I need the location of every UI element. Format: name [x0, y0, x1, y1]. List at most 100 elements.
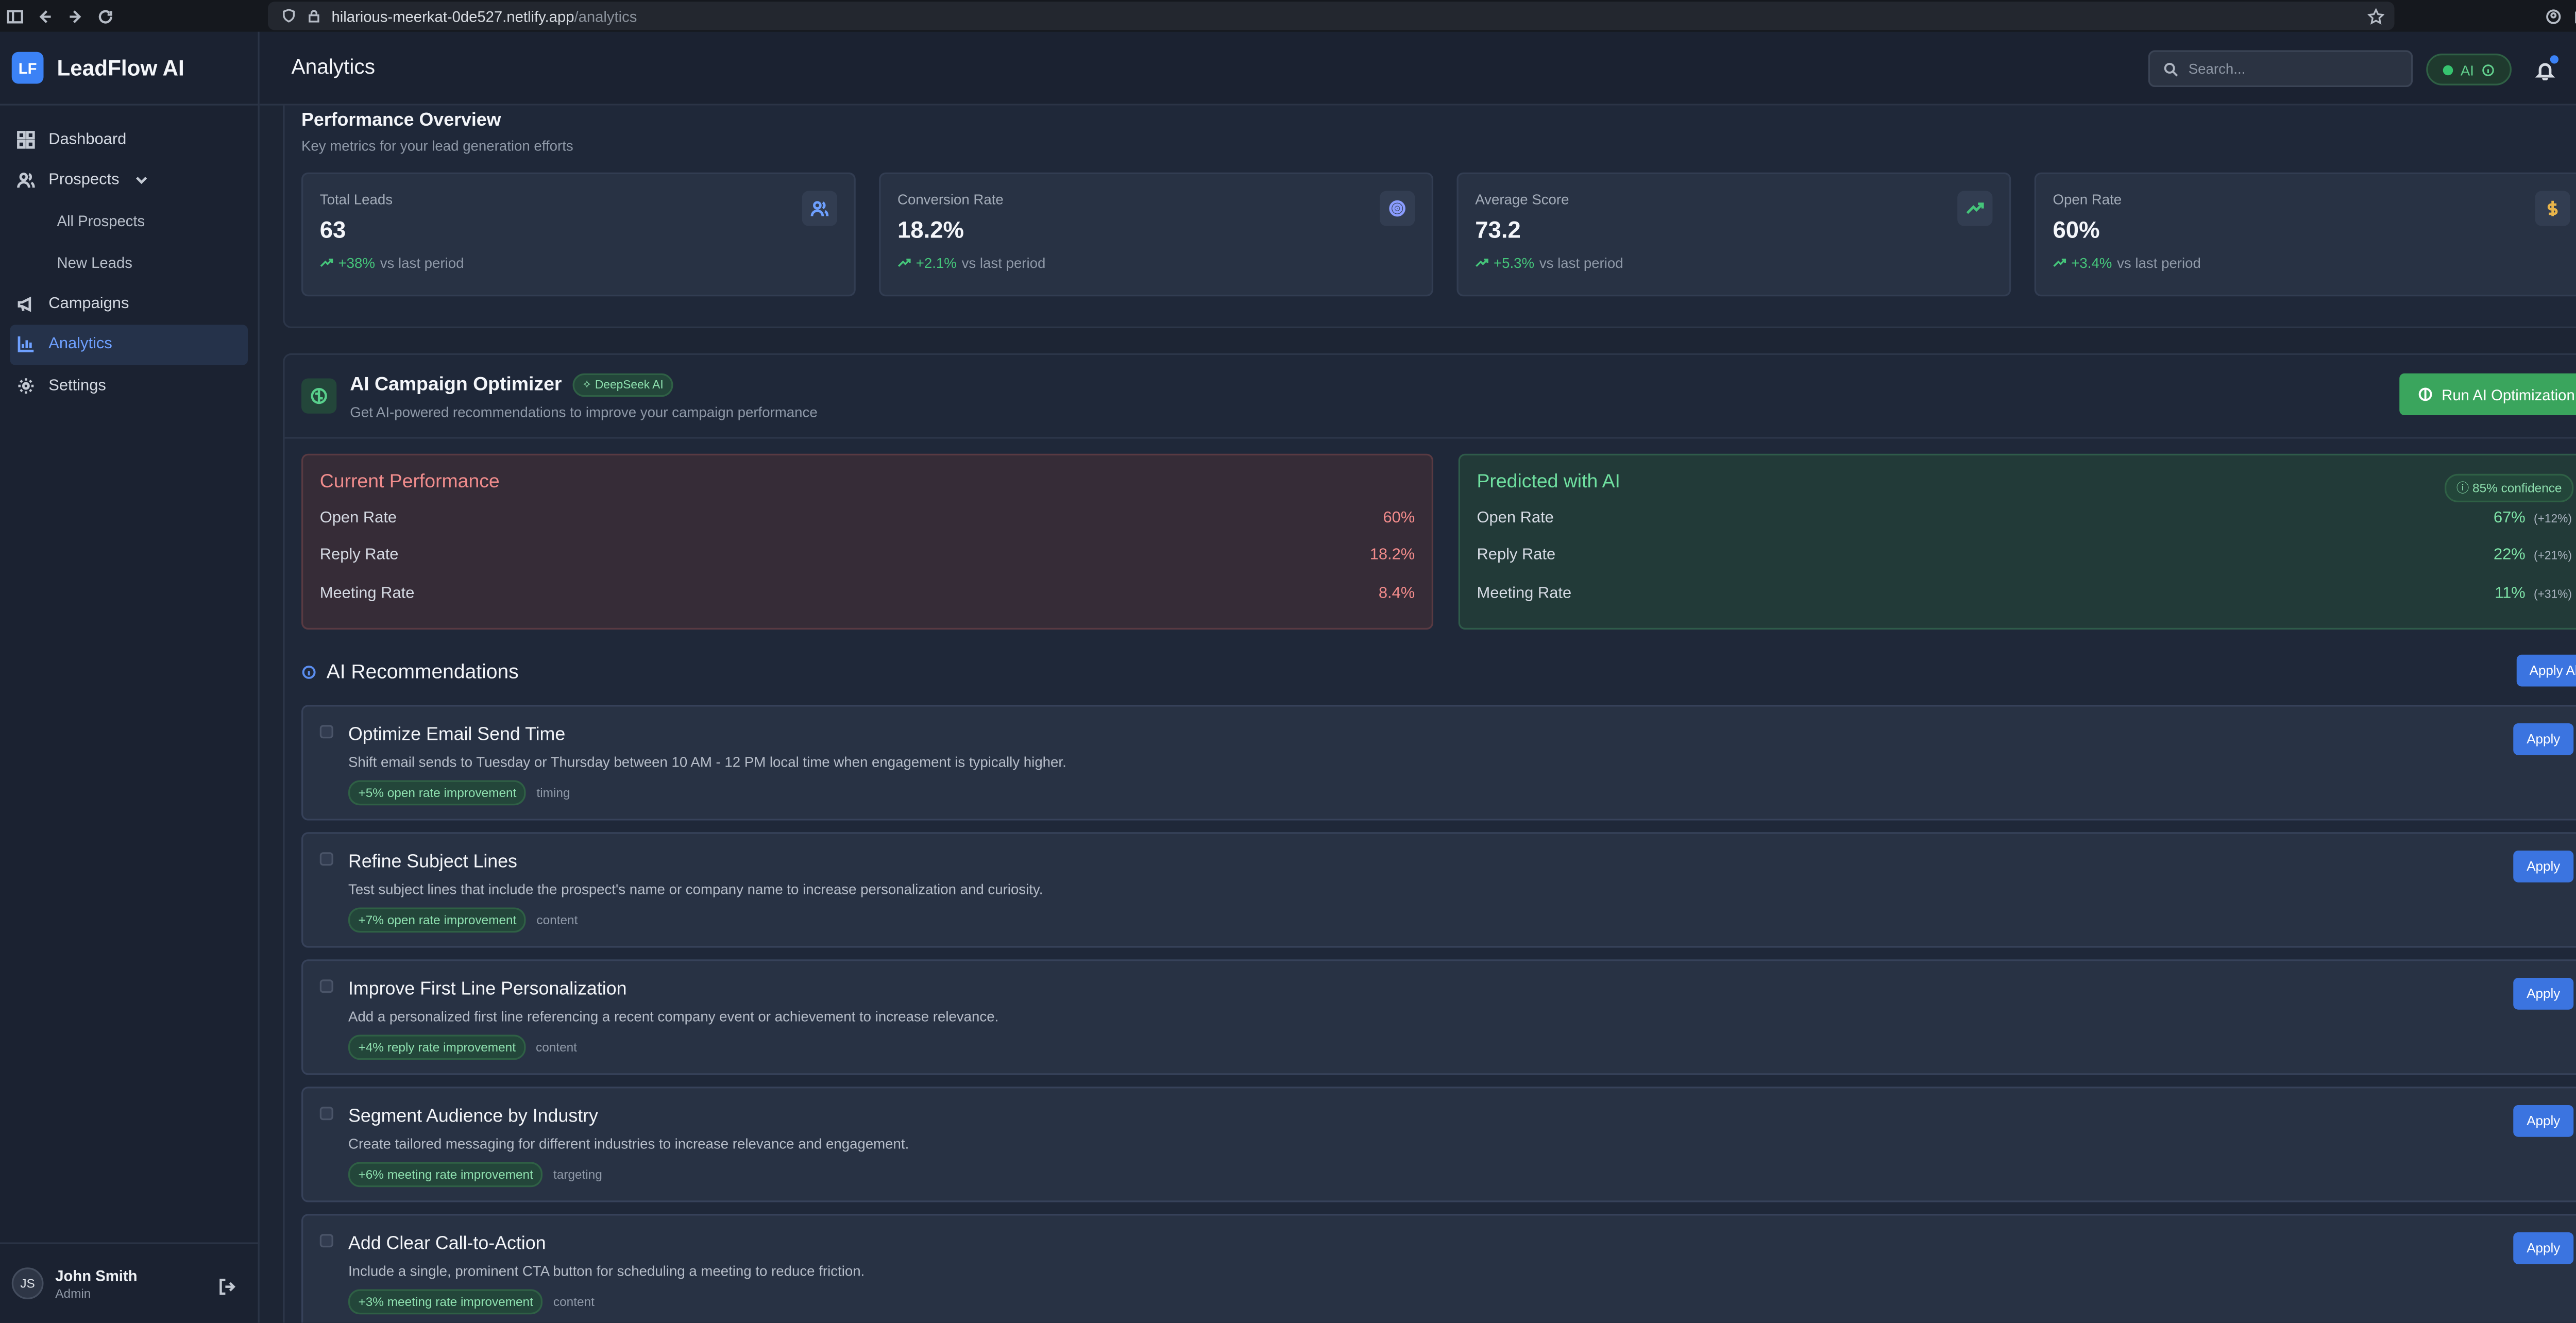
grid-icon [17, 130, 35, 148]
trending-up-icon [897, 259, 911, 267]
back-icon[interactable] [30, 0, 61, 32]
section-title: Performance Overview [301, 110, 501, 131]
sidebar-item-label: Campaigns [48, 294, 129, 313]
target-icon [1380, 191, 1415, 226]
forward-icon[interactable] [60, 0, 91, 32]
notification-bell-icon[interactable] [2535, 55, 2558, 81]
stat-card-conversion-rate: Conversion Rate 18.2% +2.1% vs last peri… [879, 172, 1433, 297]
metric-value: 8.4% [1378, 583, 1415, 602]
top-bar: Analytics Search... AI JS [259, 31, 2576, 106]
sidebar-item-dashboard[interactable]: Dashboard [10, 119, 248, 160]
apply-all-button[interactable]: Apply All [2516, 654, 2576, 687]
recommendation-description: Create tailored messaging for different … [348, 1135, 909, 1152]
metric-label: Open Rate [319, 509, 397, 528]
ai-campaign-optimizer-panel: AI Campaign Optimizer ✧ DeepSeek AI Get … [283, 353, 2576, 1323]
stat-trend: +2.1% vs last period [897, 255, 1415, 272]
recommendation-checkbox[interactable] [319, 852, 333, 866]
sidebar-item-label: Dashboard [48, 130, 127, 149]
chevron-down-icon [136, 177, 148, 185]
metric-label: Reply Rate [319, 546, 399, 565]
metric-delta: (+31%) [2534, 588, 2572, 601]
category-label: content [536, 1040, 577, 1055]
recommendation-title: Add Clear Call-to-Action [348, 1234, 546, 1254]
recommendation-tags: +7% open rate improvement content [348, 907, 578, 933]
sidebar-item-all-prospects[interactable]: All Prospects [10, 201, 248, 242]
apply-button[interactable]: Apply [2513, 978, 2574, 1010]
recommendation-checkbox[interactable] [319, 725, 333, 739]
reload-icon[interactable] [91, 0, 121, 32]
impact-badge: +5% open rate improvement [348, 780, 527, 806]
recommendation-checkbox[interactable] [319, 979, 333, 993]
account-icon[interactable] [2545, 8, 2562, 25]
sidebar-item-prospects[interactable]: Prospects [10, 160, 248, 201]
apply-button[interactable]: Apply [2513, 1105, 2574, 1137]
extensions-icon[interactable] [2572, 8, 2576, 25]
metric-label: Meeting Rate [319, 583, 415, 602]
sidebar-item-settings[interactable]: Settings [10, 365, 248, 406]
stat-suffix: vs last period [380, 255, 464, 272]
stat-value: 18.2% [897, 216, 964, 243]
heading-text: AI Recommendations [326, 659, 519, 684]
recommendation-description: Include a single, prominent CTA button f… [348, 1262, 865, 1280]
trending-up-icon [2053, 259, 2066, 267]
recommendation-description: Test subject lines that include the pros… [348, 880, 1043, 898]
card-title: Predicted with AI [1477, 472, 1620, 493]
metric-delta: (+12%) [2534, 514, 2572, 526]
current-performance-card: Current Performance Open Rate 60% Reply R… [301, 453, 1433, 630]
predicted-performance-card: Predicted with AI ⓘ 85% confidence Open … [1458, 453, 2576, 630]
metric-label: Reply Rate [1477, 546, 1556, 565]
brand-name: LeadFlow AI [57, 55, 184, 80]
user-name: John Smith [55, 1266, 138, 1284]
recommendation-card: Add Clear Call-to-Action Include a singl… [301, 1214, 2576, 1323]
stat-card-open-rate: Open Rate 60% +3.4% vs last period [2034, 172, 2576, 297]
apply-button[interactable]: Apply [2513, 851, 2574, 883]
address-bar[interactable]: hilarious-meerkat-0de527.netlify.app/ana… [268, 2, 2395, 30]
gear-icon [18, 378, 34, 394]
metric-row: Meeting Rate 11% (+31%) [1477, 584, 2572, 621]
ai-status-badge[interactable]: AI [2426, 54, 2512, 86]
user-profile[interactable]: JS John Smith Admin [0, 1242, 260, 1323]
url-text: hilarious-meerkat-0de527.netlify.app/ana… [331, 7, 637, 25]
stat-suffix: vs last period [1539, 255, 1623, 272]
recommendation-title: Optimize Email Send Time [348, 725, 566, 745]
metric-row: Reply Rate 22% (+21%) [1477, 546, 2572, 583]
stat-suffix: vs last period [961, 255, 1046, 272]
category-label: timing [536, 785, 570, 801]
impact-badge: +7% open rate improvement [348, 907, 527, 933]
browser-toolbar: hilarious-meerkat-0de527.netlify.app/ana… [0, 0, 2576, 32]
metric-label: Open Rate [1477, 509, 1554, 528]
sidebar-item-new-leads[interactable]: New Leads [10, 242, 248, 283]
sidebar-item-analytics[interactable]: Analytics [10, 324, 248, 365]
info-icon [302, 665, 316, 679]
brain-icon [2419, 387, 2433, 401]
metric-value: 22% [2493, 546, 2526, 565]
stat-trend: +38% vs last period [320, 255, 837, 272]
logout-icon[interactable] [218, 1274, 236, 1295]
impact-badge: +3% meeting rate improvement [348, 1289, 544, 1315]
status-dot [2444, 64, 2454, 75]
sidebar-toggle-icon[interactable] [0, 0, 30, 32]
stat-change: +5.3% [1494, 255, 1535, 272]
run-ai-optimization-button[interactable]: Run AI Optimization [2399, 373, 2576, 415]
metric-value: 18.2% [1369, 546, 1415, 565]
optimizer-title: AI Campaign Optimizer ✧ DeepSeek AI [350, 373, 674, 397]
recommendation-description: Add a personalized first line referencin… [348, 1008, 999, 1025]
apply-button[interactable]: Apply [2513, 723, 2574, 755]
stat-label: Conversion Rate [897, 191, 1004, 208]
user-info: John Smith Admin [55, 1267, 137, 1300]
bookmark-star-icon[interactable] [2367, 7, 2385, 25]
recommendation-checkbox[interactable] [319, 1234, 333, 1248]
recommendation-card: Segment Audience by Industry Create tail… [301, 1087, 2576, 1202]
stat-card-total-leads: Total Leads 63 +38% vs last period [301, 172, 856, 297]
sidebar-item-label: Analytics [48, 335, 112, 354]
sidebar-item-campaigns[interactable]: Campaigns [10, 283, 248, 324]
performance-overview-panel: Performance Overview Key metrics for you… [283, 105, 2576, 328]
page-title: Analytics [291, 55, 376, 79]
search-input[interactable]: Search... [2148, 50, 2413, 87]
recommendation-checkbox[interactable] [319, 1107, 333, 1121]
recommendation-card: Refine Subject Lines Test subject lines … [301, 832, 2576, 948]
brand[interactable]: LF LeadFlow AI [0, 32, 258, 106]
search-icon [2164, 62, 2178, 76]
apply-button[interactable]: Apply [2513, 1232, 2574, 1264]
